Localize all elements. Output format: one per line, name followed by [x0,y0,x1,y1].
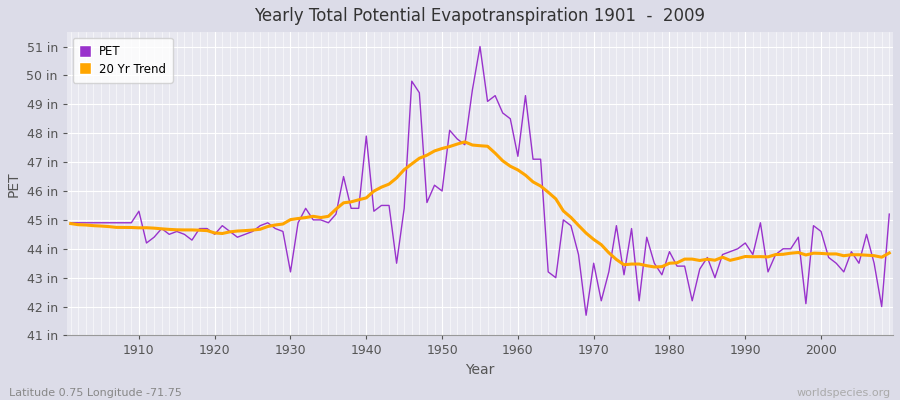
20 Yr Trend [338,200,349,205]
PET [512,154,523,159]
PET [126,220,137,225]
Text: Latitude 0.75 Longitude -71.75: Latitude 0.75 Longitude -71.75 [9,388,182,398]
PET [292,220,303,225]
Line: 20 Yr Trend: 20 Yr Trend [71,142,889,267]
X-axis label: Year: Year [465,363,495,377]
PET [618,272,629,277]
20 Yr Trend [512,168,523,172]
PET [884,212,895,216]
Legend: PET, 20 Yr Trend: PET, 20 Yr Trend [73,38,173,83]
20 Yr Trend [649,264,660,269]
20 Yr Trend [884,250,895,255]
Line: PET: PET [71,46,889,315]
Title: Yearly Total Potential Evapotranspiration 1901  -  2009: Yearly Total Potential Evapotranspiratio… [255,7,706,25]
20 Yr Trend [520,173,531,178]
PET [520,93,531,98]
PET [474,44,485,49]
Y-axis label: PET: PET [7,171,21,196]
20 Yr Trend [66,221,77,226]
Text: worldspecies.org: worldspecies.org [796,388,891,398]
20 Yr Trend [292,216,303,221]
20 Yr Trend [611,257,622,262]
20 Yr Trend [459,140,470,144]
PET [338,174,349,179]
PET [66,220,77,225]
PET [580,313,591,318]
20 Yr Trend [126,225,137,230]
